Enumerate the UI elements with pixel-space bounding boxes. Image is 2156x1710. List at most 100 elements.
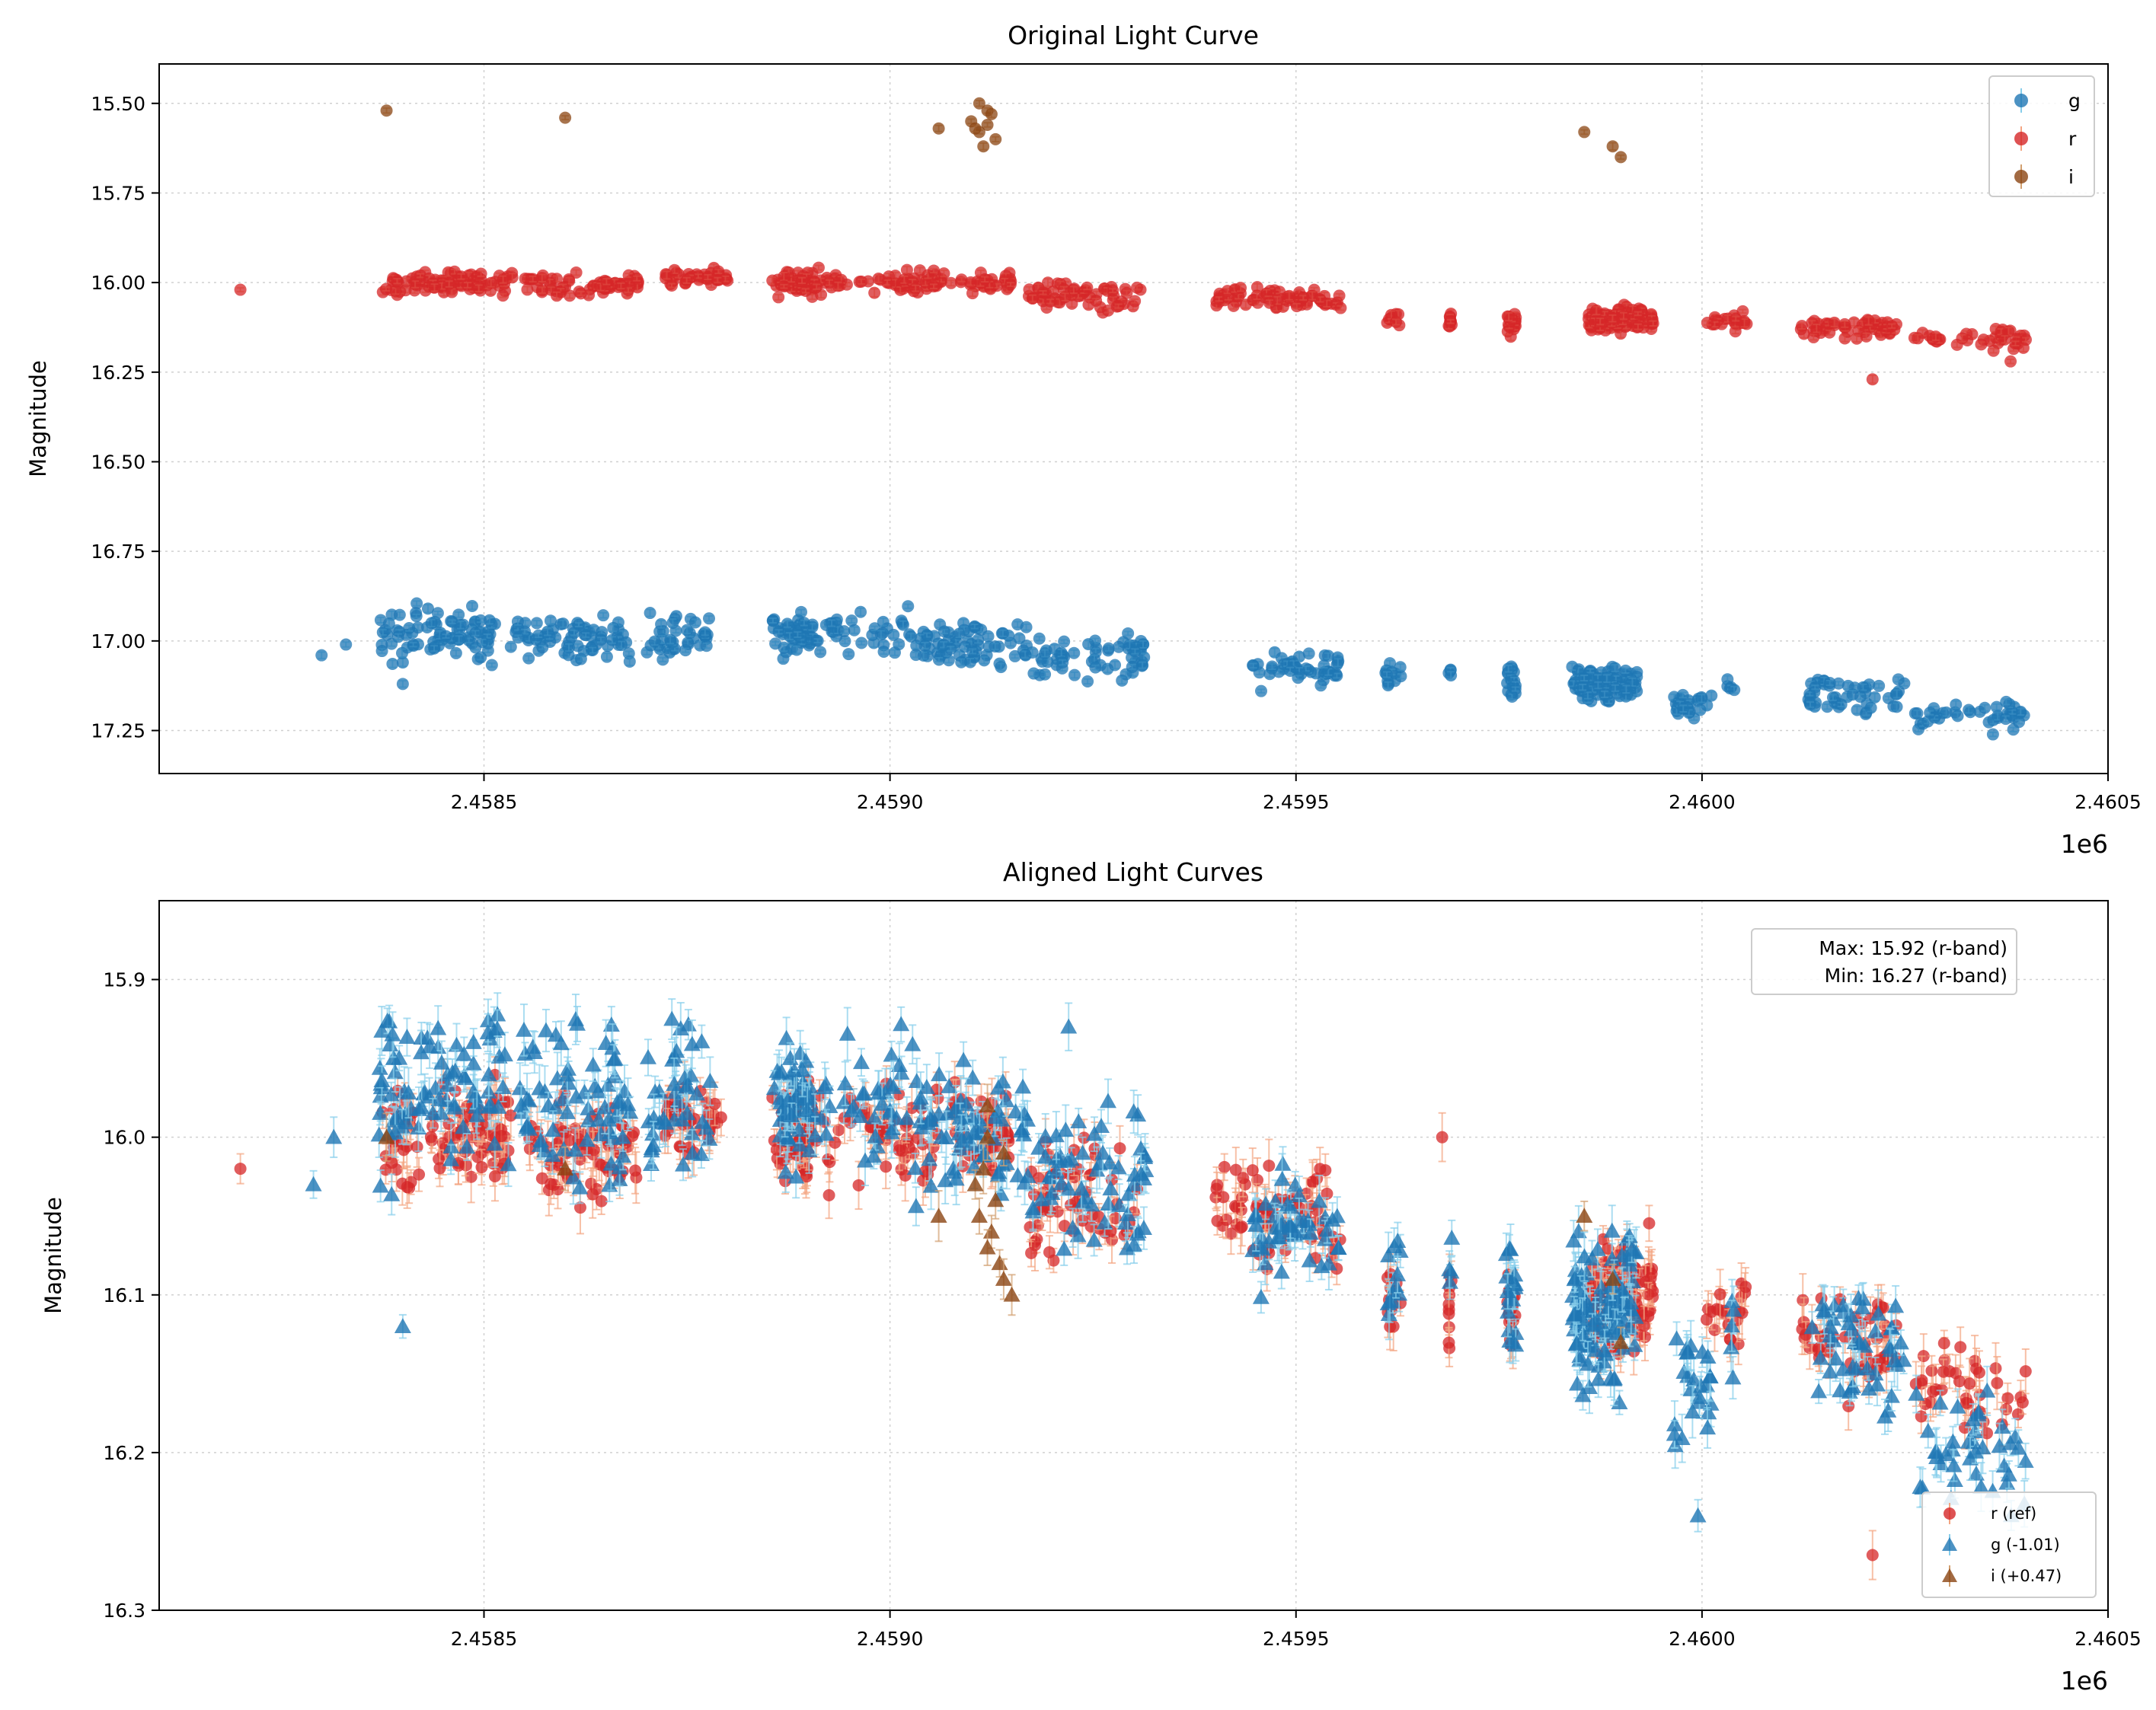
top-point-r bbox=[428, 281, 441, 294]
top-point-r bbox=[474, 267, 487, 280]
top-point-g bbox=[600, 650, 613, 663]
top-point-g bbox=[1677, 702, 1690, 715]
top-point-r bbox=[1067, 283, 1080, 296]
top-point-r bbox=[711, 273, 724, 286]
top-point-g bbox=[1136, 659, 1149, 672]
top-point-g bbox=[504, 640, 517, 653]
top-point-g bbox=[766, 614, 779, 627]
top-point-g bbox=[1293, 650, 1306, 663]
top-point-r bbox=[772, 291, 785, 304]
top-point-g bbox=[655, 617, 668, 630]
top-point-g bbox=[679, 644, 692, 657]
top-point-g bbox=[896, 618, 909, 631]
top-point-r bbox=[1129, 295, 1142, 308]
top-point-g bbox=[989, 640, 1001, 653]
top-point-r bbox=[1112, 300, 1125, 313]
top-data-points bbox=[234, 97, 2033, 741]
top-point-g bbox=[557, 617, 570, 630]
top-point-g bbox=[1608, 681, 1621, 694]
top-point-g bbox=[2000, 695, 2013, 708]
top-point-g bbox=[449, 646, 462, 659]
top-point-r bbox=[391, 275, 404, 288]
top-point-g bbox=[955, 656, 968, 668]
top-point-g bbox=[1576, 681, 1589, 694]
top-point-g bbox=[1566, 660, 1579, 673]
top-point-g bbox=[953, 627, 966, 640]
top-point-r bbox=[1297, 292, 1310, 305]
top-point-r bbox=[506, 271, 519, 284]
top-point-r bbox=[832, 279, 845, 292]
top-point-g bbox=[1394, 670, 1407, 683]
top-point-g bbox=[1314, 679, 1327, 692]
top-point-g bbox=[1109, 659, 1122, 672]
top-point-r bbox=[1334, 301, 1347, 314]
top-point-g bbox=[772, 625, 785, 638]
top-point-g bbox=[1112, 640, 1125, 653]
top-point-g bbox=[1268, 646, 1281, 659]
top-point-r bbox=[966, 287, 979, 300]
top-point-g bbox=[1302, 647, 1315, 660]
top-point-g bbox=[1990, 700, 2003, 713]
top-point-g bbox=[1950, 698, 1963, 711]
top-point-g bbox=[937, 625, 950, 638]
top-point-r bbox=[551, 289, 564, 302]
top-point-g bbox=[811, 634, 824, 647]
top-point-r bbox=[497, 289, 509, 302]
top-point-r bbox=[928, 280, 941, 293]
top-point-g bbox=[1058, 635, 1071, 648]
top-point-r bbox=[928, 264, 941, 277]
top-point-g bbox=[1129, 645, 1142, 658]
top-point-g bbox=[909, 649, 922, 662]
top-point-g bbox=[905, 630, 918, 643]
top-point-g bbox=[1676, 688, 1689, 701]
top-point-r bbox=[574, 287, 587, 300]
top-point-g bbox=[1868, 691, 1881, 703]
top-point-g bbox=[395, 646, 408, 659]
top-point-g bbox=[1854, 691, 1867, 703]
top-point-g bbox=[2013, 716, 2026, 729]
top-point-g bbox=[1979, 701, 1992, 714]
top-point-g bbox=[1924, 707, 1937, 719]
top-point-r bbox=[484, 276, 497, 289]
top-point-r bbox=[497, 273, 509, 286]
top-point-g bbox=[826, 617, 838, 630]
top-point-g bbox=[386, 657, 399, 670]
top-point-g bbox=[1020, 621, 1033, 633]
top-point-g bbox=[902, 600, 915, 613]
top-point-g bbox=[689, 616, 702, 629]
top-point-g bbox=[396, 656, 409, 669]
top-point-g bbox=[664, 633, 677, 646]
top-point-g bbox=[893, 638, 906, 651]
top-point-g bbox=[1890, 688, 1903, 700]
top-point-g bbox=[1592, 678, 1605, 691]
top-point-g bbox=[522, 652, 535, 665]
top-point-r bbox=[1212, 292, 1225, 305]
top-point-g bbox=[425, 617, 438, 630]
top-point-r bbox=[868, 286, 881, 299]
top-point-g bbox=[1247, 659, 1260, 672]
top-point-g bbox=[605, 633, 618, 646]
top-point-r bbox=[799, 284, 812, 297]
top-point-r bbox=[631, 272, 644, 285]
top-point-g bbox=[483, 614, 496, 627]
top-point-g bbox=[1039, 668, 1052, 681]
top-point-g bbox=[1056, 656, 1069, 669]
top-point-g bbox=[1821, 700, 1834, 713]
top-point-r bbox=[535, 284, 548, 297]
top-point-g bbox=[1380, 668, 1393, 681]
top-point-g bbox=[573, 618, 586, 631]
top-point-g bbox=[1292, 672, 1305, 684]
top-point-g bbox=[1509, 683, 1522, 696]
top-point-g bbox=[396, 678, 409, 691]
top-point-g bbox=[1694, 703, 1707, 716]
top-point-r bbox=[1120, 286, 1133, 299]
original-light-curve-panel: 2.4585 2.4590 2.4595 2.4600 2.4605 15.5015.7… bbox=[25, 21, 2142, 859]
top-point-g bbox=[845, 614, 858, 627]
top-point-g bbox=[1445, 669, 1458, 682]
top-point-r bbox=[1026, 292, 1039, 305]
top-point-g bbox=[607, 621, 620, 634]
top-point-g bbox=[474, 651, 487, 664]
top-point-g bbox=[421, 602, 434, 615]
top-point-g bbox=[982, 630, 995, 643]
